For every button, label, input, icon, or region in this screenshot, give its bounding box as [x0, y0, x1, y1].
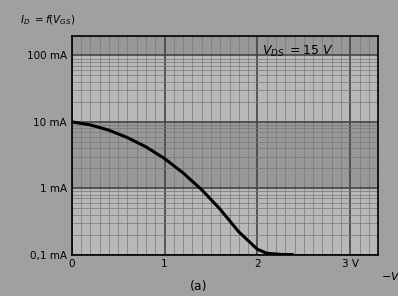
Text: $-V_{GS}$: $-V_{GS}$	[381, 270, 398, 284]
Bar	[72, 55, 378, 122]
Text: (a): (a)	[190, 280, 208, 293]
Text: $V_{DS}\ =15\ V$: $V_{DS}\ =15\ V$	[261, 44, 334, 59]
Bar	[72, 188, 378, 255]
Bar	[72, 36, 378, 55]
Text: $I_D\ =f(V_{GS})$: $I_D\ =f(V_{GS})$	[20, 13, 75, 27]
Bar	[72, 122, 378, 188]
